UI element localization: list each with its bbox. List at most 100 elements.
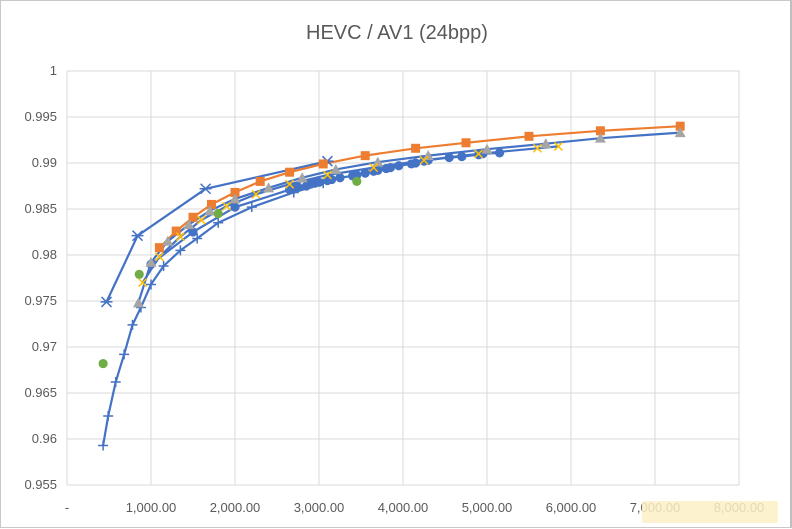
- y-tick-label: 0.96: [32, 431, 57, 446]
- circle-blue-series-point: [495, 148, 505, 158]
- gridlines: [66, 70, 740, 486]
- x-series-point: [154, 252, 164, 262]
- series-markers: [98, 121, 686, 451]
- circle-blue-series-point: [230, 202, 240, 212]
- square-series-point: [154, 243, 164, 253]
- circle-green-series-point: [352, 176, 362, 186]
- x-tick-label: -: [65, 500, 69, 515]
- circle-green-series-point: [213, 209, 223, 219]
- circle-blue-series-point: [385, 163, 395, 173]
- y-axis-tick-labels: 0.955 0.96 0.965 0.97 0.975 0.98 0.985 0.99 0.99…: [24, 63, 57, 492]
- x-series-point: [251, 189, 261, 199]
- x-tick-label: 1,000.00: [126, 500, 177, 515]
- x-series-point: [474, 149, 484, 159]
- square-series-point: [524, 131, 534, 141]
- series-line-star-series: [105, 160, 328, 303]
- triangle-series-point: [145, 256, 157, 267]
- circle-green-series-point: [134, 269, 144, 279]
- triangle-series-point: [481, 143, 493, 154]
- plus-series-point: [98, 440, 109, 451]
- square-series-point: [675, 121, 685, 131]
- x-series-point: [553, 141, 563, 151]
- square-series-point: [230, 187, 240, 197]
- y-tick-label: 0.99: [32, 155, 57, 170]
- square-series-point: [285, 167, 295, 177]
- x-series-point: [322, 170, 332, 180]
- x-series-point: [285, 179, 295, 189]
- circle-blue-series-point: [411, 158, 421, 168]
- x-series-point: [175, 232, 185, 242]
- triangle-series-point: [296, 172, 308, 183]
- triangle-series-point: [263, 182, 275, 193]
- star-series-point: [100, 296, 113, 308]
- square-series-point: [188, 212, 198, 222]
- triangle-series-point: [594, 132, 606, 143]
- x-series-point: [222, 201, 232, 211]
- triangle-series-point: [540, 138, 552, 149]
- circle-blue-series-point: [314, 177, 324, 187]
- x-tick-label: 2,000.00: [210, 500, 261, 515]
- x-tick-label: 5,000.00: [462, 500, 513, 515]
- plus-series-point: [146, 279, 156, 290]
- circle-blue-series-point: [335, 173, 345, 183]
- y-tick-label: 0.975: [24, 293, 57, 308]
- triangle-series-point: [229, 193, 241, 204]
- circle-blue-series-point: [444, 152, 454, 163]
- series-line-plus-series: [102, 182, 324, 446]
- circle-blue-series-point: [188, 227, 198, 237]
- square-series-point: [171, 226, 181, 236]
- square-series-point: [255, 176, 265, 186]
- square-series-point: [461, 138, 471, 148]
- y-tick-label: 0.965: [24, 385, 57, 400]
- plus-series-point: [246, 202, 257, 213]
- triangle-series-point: [162, 235, 174, 246]
- circle-blue-series-point: [394, 161, 404, 171]
- plus-series-point: [175, 245, 186, 256]
- series-lines: [102, 125, 681, 446]
- x-tick-label: 6,000.00: [546, 500, 597, 515]
- circle-blue-series-point: [373, 165, 383, 175]
- square-series-point: [360, 151, 370, 161]
- plus-series-point: [213, 217, 224, 228]
- chart-title: HEVC / AV1 (24bpp): [306, 22, 488, 44]
- plus-series-point: [110, 376, 121, 387]
- triangle-series-point: [372, 156, 384, 167]
- plus-series-point: [127, 319, 138, 330]
- triangle-series-point: [330, 163, 342, 174]
- circle-green-series-point: [98, 358, 108, 369]
- circle-blue-series-point: [457, 151, 467, 162]
- y-tick-label: 0.98: [32, 247, 57, 262]
- triangle-series-point: [674, 127, 686, 138]
- y-tick-label: 1: [50, 63, 57, 78]
- x-series-point: [138, 278, 148, 288]
- watermark-overlay: [642, 501, 778, 523]
- circle-blue-series-point: [360, 168, 370, 178]
- x-series-point: [532, 143, 542, 153]
- triangle-series-point: [183, 219, 195, 230]
- square-series-point: [206, 199, 216, 209]
- x-tick-label: 4,000.00: [378, 500, 429, 515]
- x-series-point: [369, 163, 379, 173]
- x-tick-label: 3,000.00: [294, 500, 345, 515]
- plus-series-point: [192, 233, 203, 244]
- star-series-point: [199, 183, 212, 195]
- y-tick-label: 0.985: [24, 201, 57, 216]
- circle-blue-series-point: [352, 170, 362, 180]
- triangle-series-point: [422, 150, 434, 161]
- plus-series-point: [103, 411, 114, 421]
- y-tick-label: 0.97: [32, 339, 57, 354]
- circle-blue-series-point: [293, 182, 303, 192]
- square-series-point: [318, 159, 328, 169]
- triangle-series-point: [204, 205, 216, 216]
- plus-series-point: [119, 349, 130, 360]
- y-tick-label: 0.955: [24, 477, 57, 492]
- square-series-point: [595, 126, 605, 136]
- square-series-point: [411, 143, 421, 153]
- triangle-series-point: [132, 297, 144, 308]
- y-tick-label: 0.995: [24, 109, 57, 124]
- plus-series-point: [158, 261, 169, 272]
- star-series-point: [131, 230, 144, 242]
- x-series-point: [196, 215, 206, 225]
